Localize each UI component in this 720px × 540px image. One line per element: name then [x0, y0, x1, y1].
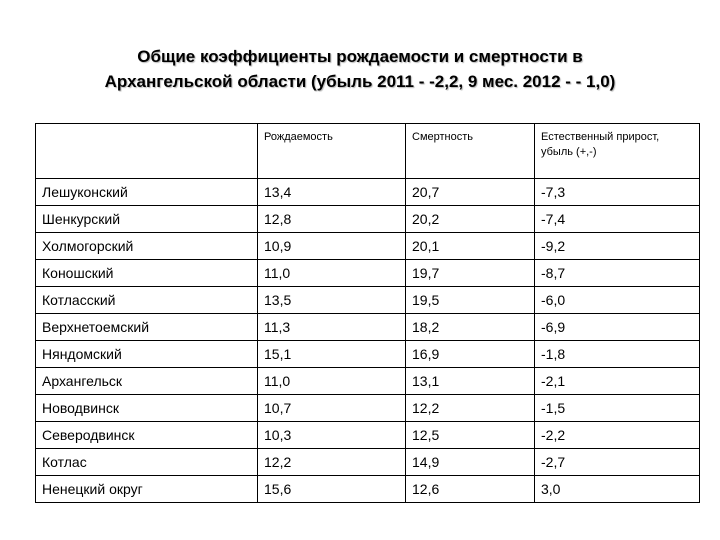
- table-row: Няндомский 15,1 16,9 -1,8: [35, 340, 700, 368]
- cell-death-rate: 12,2: [405, 394, 535, 422]
- cell-district: Котлас: [35, 448, 258, 476]
- cell-district: Верхнетоемский: [35, 313, 258, 341]
- cell-death-rate: 16,9: [405, 340, 535, 368]
- cell-birth-rate: 12,2: [257, 448, 406, 476]
- table-row: Новодвинск 10,7 12,2 -1,5: [35, 394, 700, 422]
- birth-death-table: Рождаемость Смертность Естественный прир…: [35, 123, 700, 503]
- header-death-rate: Смертность: [405, 123, 535, 179]
- cell-death-rate: 20,2: [405, 205, 535, 233]
- cell-district: Архангельск: [35, 367, 258, 395]
- cell-birth-rate: 13,5: [257, 286, 406, 314]
- table-row: Лешуконский 13,4 20,7 -7,3: [35, 178, 700, 206]
- cell-district: Новодвинск: [35, 394, 258, 422]
- cell-district: Котласский: [35, 286, 258, 314]
- table-row: Верхнетоемский 11,3 18,2 -6,9: [35, 313, 700, 341]
- cell-natural-change: -2,2: [534, 421, 700, 449]
- table-row: Котлас 12,2 14,9 -2,7: [35, 448, 700, 476]
- cell-birth-rate: 10,7: [257, 394, 406, 422]
- cell-birth-rate: 11,0: [257, 367, 406, 395]
- cell-death-rate: 12,5: [405, 421, 535, 449]
- cell-natural-change: -7,4: [534, 205, 700, 233]
- cell-birth-rate: 12,8: [257, 205, 406, 233]
- cell-birth-rate: 10,3: [257, 421, 406, 449]
- cell-birth-rate: 11,0: [257, 259, 406, 287]
- table-header-row: Рождаемость Смертность Естественный прир…: [35, 123, 700, 179]
- table-row: Коношский 11,0 19,7 -8,7: [35, 259, 700, 287]
- cell-district: Няндомский: [35, 340, 258, 368]
- cell-death-rate: 19,5: [405, 286, 535, 314]
- table-row: Архангельск 11,0 13,1 -2,1: [35, 367, 700, 395]
- cell-death-rate: 20,7: [405, 178, 535, 206]
- cell-death-rate: 18,2: [405, 313, 535, 341]
- page-title-line-1: Общие коэффициенты рождаемости и смертно…: [137, 47, 583, 66]
- table-row: Ненецкий округ 15,6 12,6 3,0: [35, 475, 700, 503]
- cell-natural-change: 3,0: [534, 475, 700, 503]
- cell-death-rate: 12,6: [405, 475, 535, 503]
- cell-death-rate: 13,1: [405, 367, 535, 395]
- table-row: Северодвинск 10,3 12,5 -2,2: [35, 421, 700, 449]
- cell-natural-change: -6,0: [534, 286, 700, 314]
- cell-natural-change: -1,5: [534, 394, 700, 422]
- table-row: Котласский 13,5 19,5 -6,0: [35, 286, 700, 314]
- cell-death-rate: 19,7: [405, 259, 535, 287]
- cell-district: Ненецкий округ: [35, 475, 258, 503]
- page-title-line-2: Архангельской области (убыль 2011 - -2,2…: [104, 72, 616, 91]
- cell-natural-change: -7,3: [534, 178, 700, 206]
- cell-district: Коношский: [35, 259, 258, 287]
- cell-birth-rate: 13,4: [257, 178, 406, 206]
- cell-death-rate: 20,1: [405, 232, 535, 260]
- cell-birth-rate: 15,1: [257, 340, 406, 368]
- header-natural-change: Естественный прирост, убыль (+,-): [534, 123, 700, 179]
- cell-natural-change: -6,9: [534, 313, 700, 341]
- page-title: Общие коэффициенты рождаемости и смертно…: [20, 44, 700, 94]
- header-birth-rate: Рождаемость: [257, 123, 406, 179]
- cell-birth-rate: 15,6: [257, 475, 406, 503]
- cell-natural-change: -1,8: [534, 340, 700, 368]
- cell-birth-rate: 11,3: [257, 313, 406, 341]
- header-district: [35, 123, 258, 179]
- cell-natural-change: -2,7: [534, 448, 700, 476]
- cell-district: Шенкурский: [35, 205, 258, 233]
- table-row: Шенкурский 12,8 20,2 -7,4: [35, 205, 700, 233]
- cell-district: Холмогорский: [35, 232, 258, 260]
- cell-natural-change: -9,2: [534, 232, 700, 260]
- cell-district: Лешуконский: [35, 178, 258, 206]
- cell-birth-rate: 10,9: [257, 232, 406, 260]
- cell-natural-change: -2,1: [534, 367, 700, 395]
- cell-death-rate: 14,9: [405, 448, 535, 476]
- cell-district: Северодвинск: [35, 421, 258, 449]
- cell-natural-change: -8,7: [534, 259, 700, 287]
- table-row: Холмогорский 10,9 20,1 -9,2: [35, 232, 700, 260]
